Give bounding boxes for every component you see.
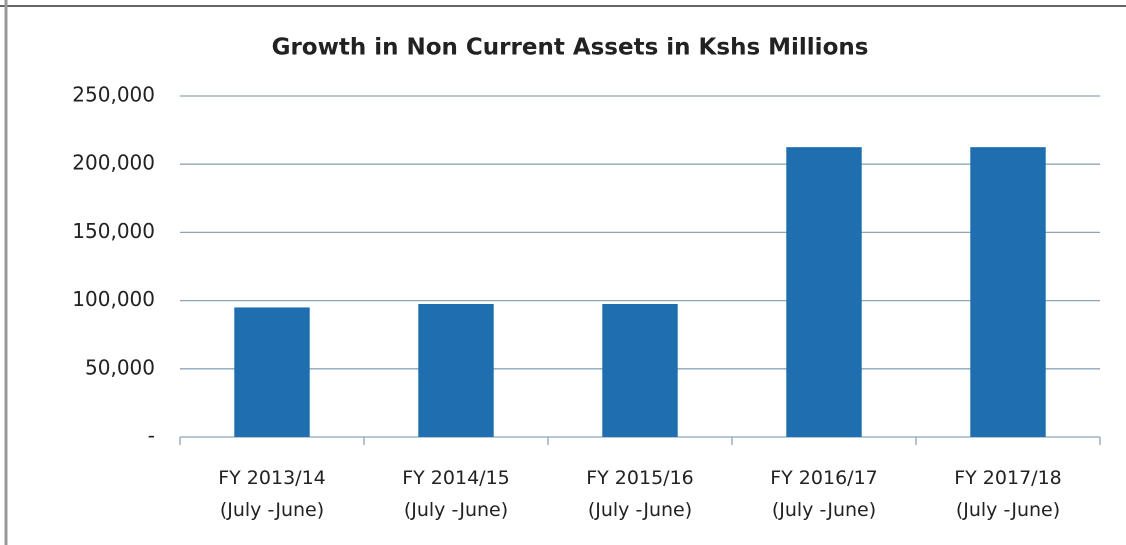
x-tick-label-line: FY 2013/14 [218, 467, 326, 489]
y-tick-label: 100,000 [72, 287, 155, 311]
x-tick-label-line: (July -June) [588, 499, 692, 521]
bar [234, 307, 310, 437]
x-tick-label: FY 2014/15 (July -June) [402, 467, 510, 521]
y-tick-label: 50,000 [85, 355, 155, 379]
bar [602, 304, 678, 437]
x-tick-label-line: FY 2015/16 [586, 467, 694, 489]
bar [418, 304, 494, 437]
x-tick-label-line: (July -June) [772, 499, 876, 521]
bar [970, 147, 1046, 437]
x-tick-label: FY 2015/16 (July -June) [586, 467, 694, 521]
x-tick-label-line: (July -June) [956, 499, 1060, 521]
y-tick-label: 150,000 [72, 219, 155, 243]
x-tick-label-line: FY 2017/18 [954, 467, 1062, 489]
x-tick-label: FY 2013/14 (July -June) [218, 467, 326, 521]
x-tick-label-line: (July -June) [404, 499, 508, 521]
y-tick-label: 250,000 [72, 83, 155, 107]
x-tick-label-line: (July -June) [220, 499, 324, 521]
y-tick-label: 200,000 [72, 151, 155, 175]
x-tick-label-line: FY 2016/17 [770, 467, 878, 489]
chart-title: Growth in Non Current Assets in Kshs Mil… [272, 35, 869, 61]
bar [786, 147, 862, 437]
y-tick-label: - [148, 424, 155, 448]
x-tick-label: FY 2017/18 (July -June) [954, 467, 1062, 521]
x-tick-label-line: FY 2014/15 [402, 467, 510, 489]
x-tick-label: FY 2016/17 (July -June) [770, 467, 878, 521]
